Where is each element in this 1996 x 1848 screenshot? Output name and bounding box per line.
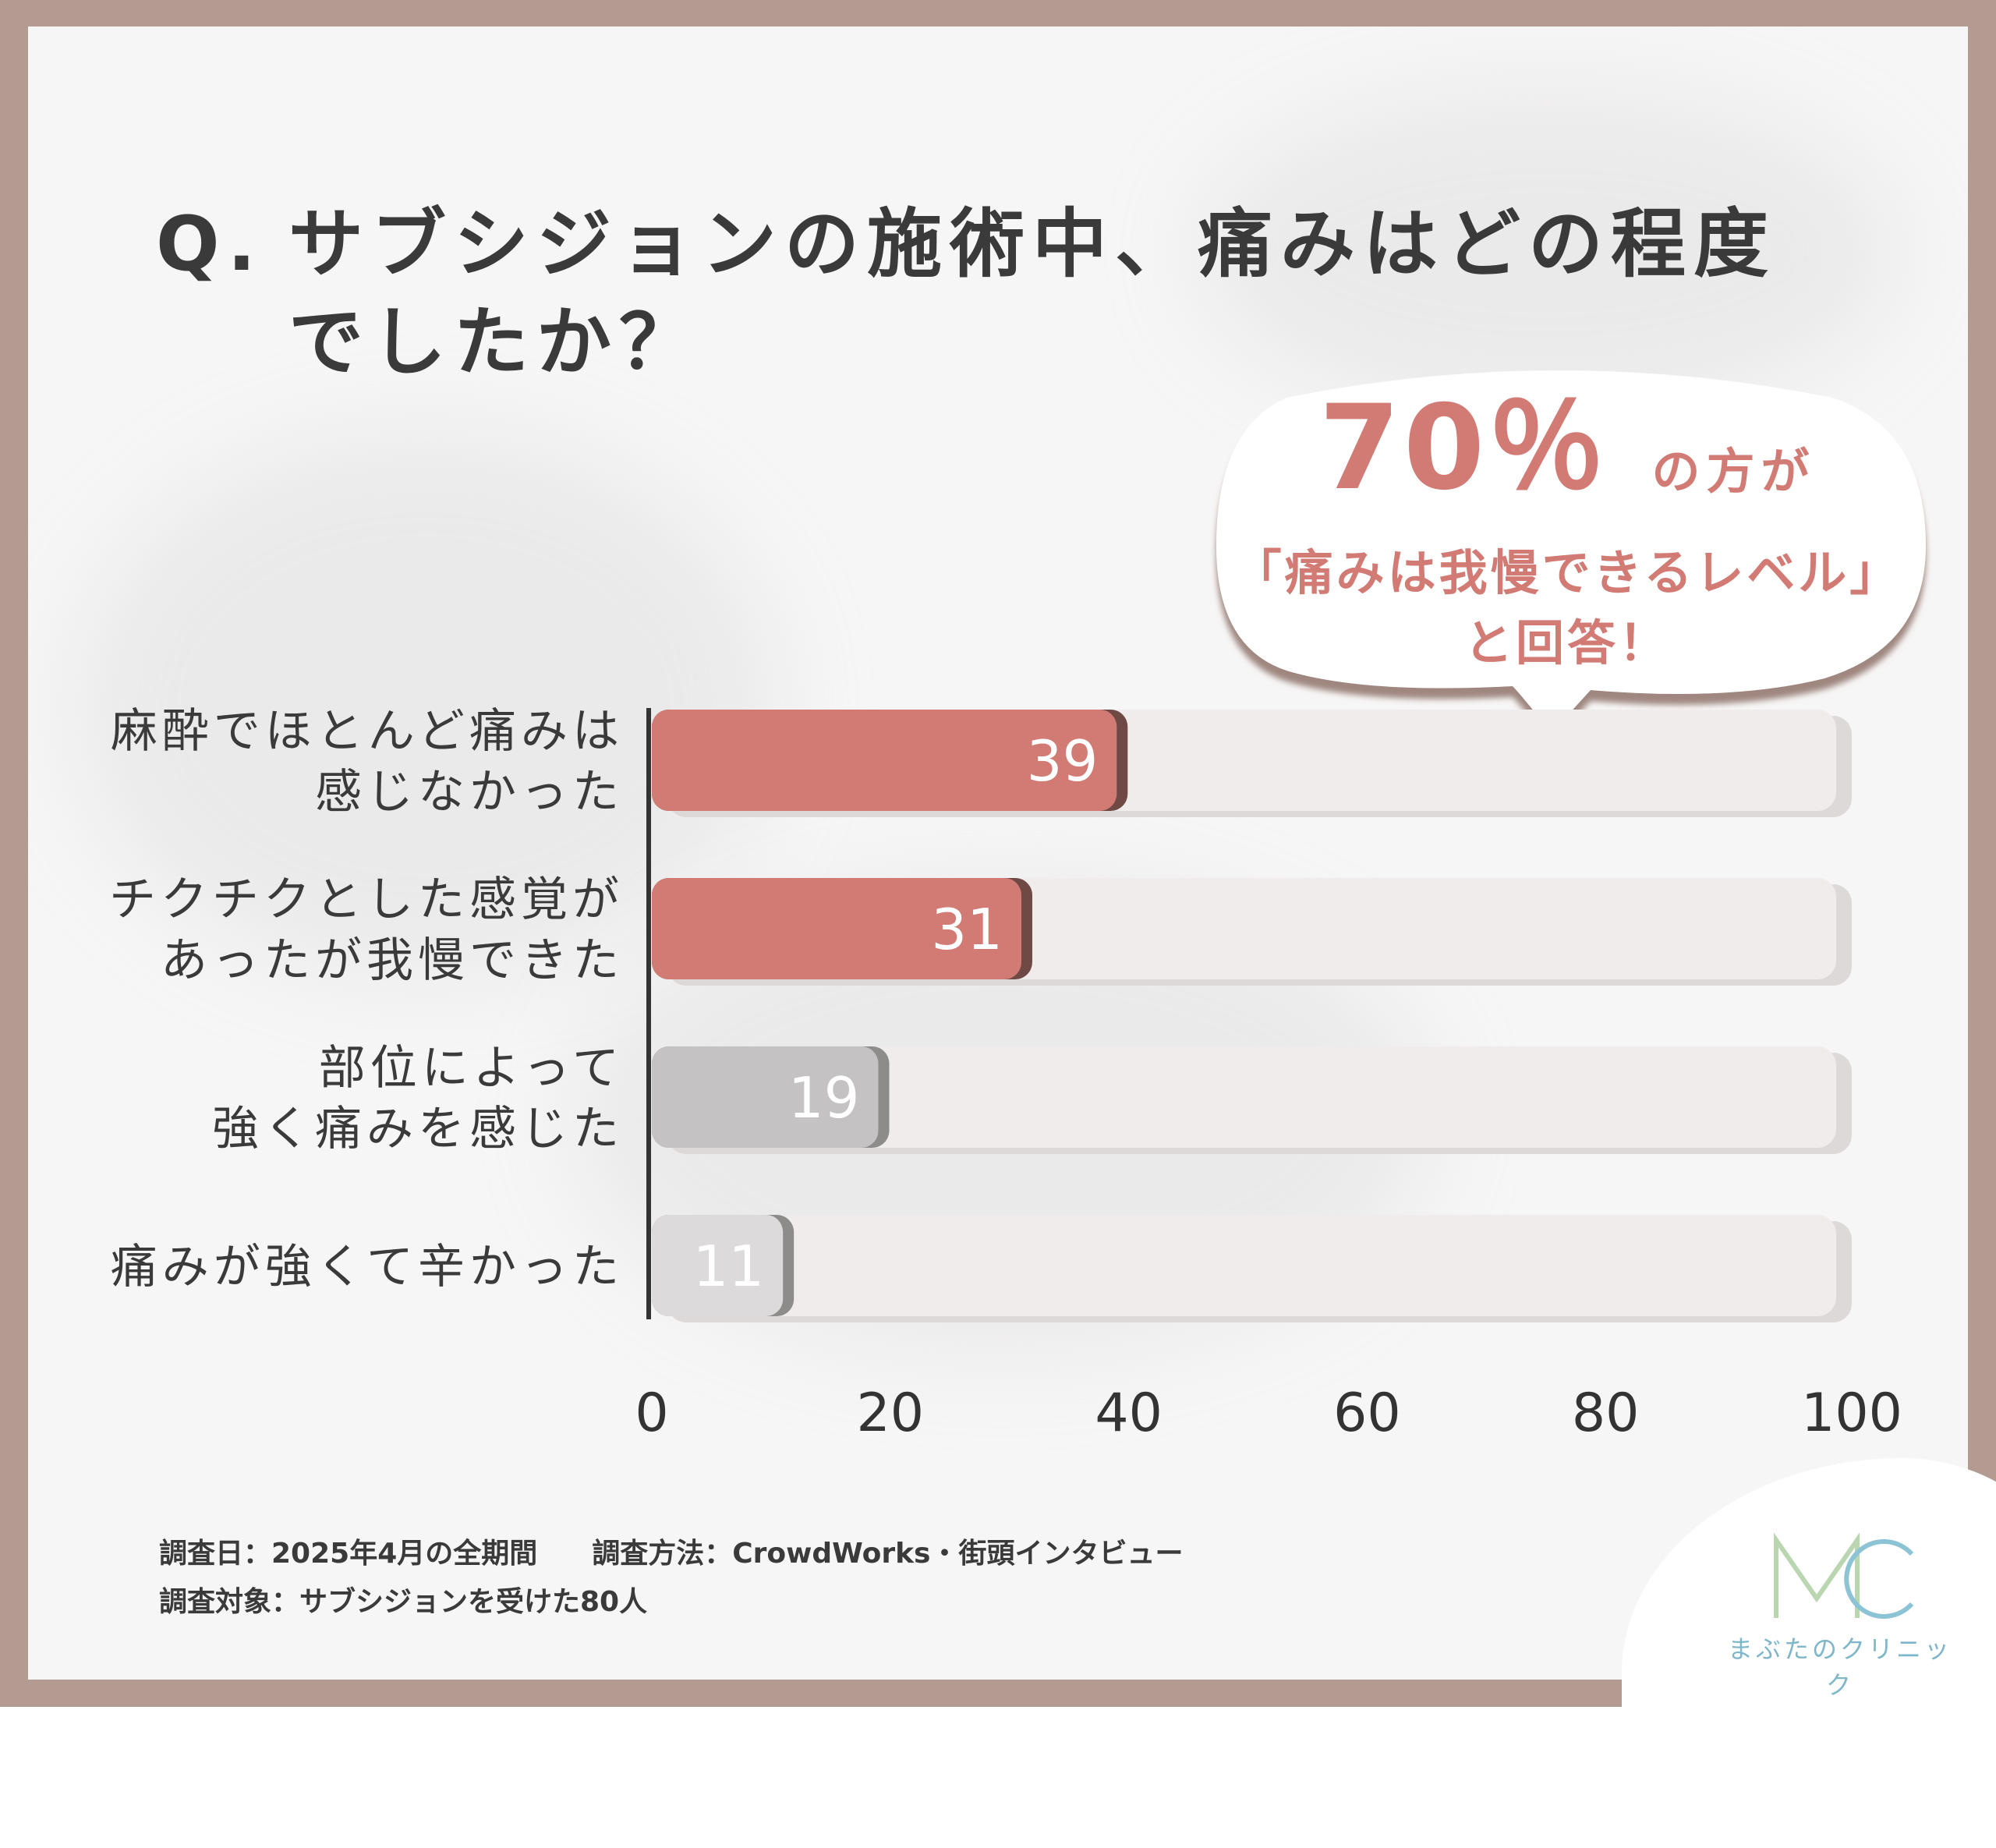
title-line-1: サブシジョンの施術中、痛みはどの程度 (288, 200, 1776, 288)
bar-track (652, 1215, 1836, 1316)
background-shadow (1198, 89, 1899, 416)
category-label: 痛みが強くて辛かった (111, 1240, 624, 1294)
bar-data-label: 11 (693, 1234, 765, 1299)
survey-method: 調査方法：CrowdWorks・街頭インタビュー (592, 1538, 1184, 1570)
bar (652, 1046, 879, 1148)
bar-data-label: 31 (931, 897, 1003, 962)
callout-percent-line: 70％ の方が (1216, 382, 1918, 538)
survey-date: 調査日：2025年4月の全期間 (159, 1538, 538, 1570)
x-tick-label: 60 (1333, 1382, 1401, 1444)
category-label: チクチクとした感覚が (109, 873, 624, 927)
callout-suffix: の方が (1651, 443, 1816, 500)
bar (652, 1215, 784, 1316)
clinic-logo-name: まぶたのクリニック (1727, 1634, 1952, 1700)
callout-bubble-shape (1216, 370, 1926, 733)
title-line-2: でしたか？ (288, 299, 702, 386)
callout-percent: 70％ (1318, 381, 1608, 516)
clinic-logo-mark (1774, 1532, 1914, 1619)
callout-line-2: 「痛みは我慢できるレベル」 (1233, 544, 1902, 601)
bar (652, 710, 1117, 811)
category-label: 麻酔でほとんど痛みは (111, 704, 624, 759)
x-tick-label: 80 (1572, 1382, 1640, 1444)
bar (652, 878, 1021, 979)
x-tick-label: 40 (1095, 1382, 1163, 1444)
x-tick-label: 0 (635, 1382, 668, 1444)
bar-data-label: 39 (1027, 728, 1099, 794)
y-axis-line (646, 708, 651, 1319)
x-tick-label: 20 (857, 1382, 925, 1444)
survey-footer: 調査日：2025年4月の全期間 調査方法：CrowdWorks・街頭インタビュー … (159, 1530, 1183, 1627)
callout-text: 70％ の方が 「痛みは我慢できるレベル」 と回答！ (1216, 382, 1918, 678)
x-tick-label: 100 (1801, 1382, 1902, 1444)
category-label: 強く痛みを感じた (212, 1102, 624, 1156)
category-label: 感じなかった (315, 765, 624, 820)
category-label: あったが我慢できた (161, 933, 624, 988)
title-text: サブシジョンの施術中、痛みはどの程度 でしたか？ (288, 195, 1809, 391)
bar-track (652, 1046, 1836, 1148)
bar-data-label: 19 (788, 1065, 860, 1131)
title-q: Q. (156, 200, 264, 288)
category-label: 部位によって (319, 1041, 624, 1096)
survey-target: 調査対象：サブシジョンを受けた80人 (159, 1586, 648, 1618)
callout-line-3: と回答！ (1463, 614, 1670, 671)
